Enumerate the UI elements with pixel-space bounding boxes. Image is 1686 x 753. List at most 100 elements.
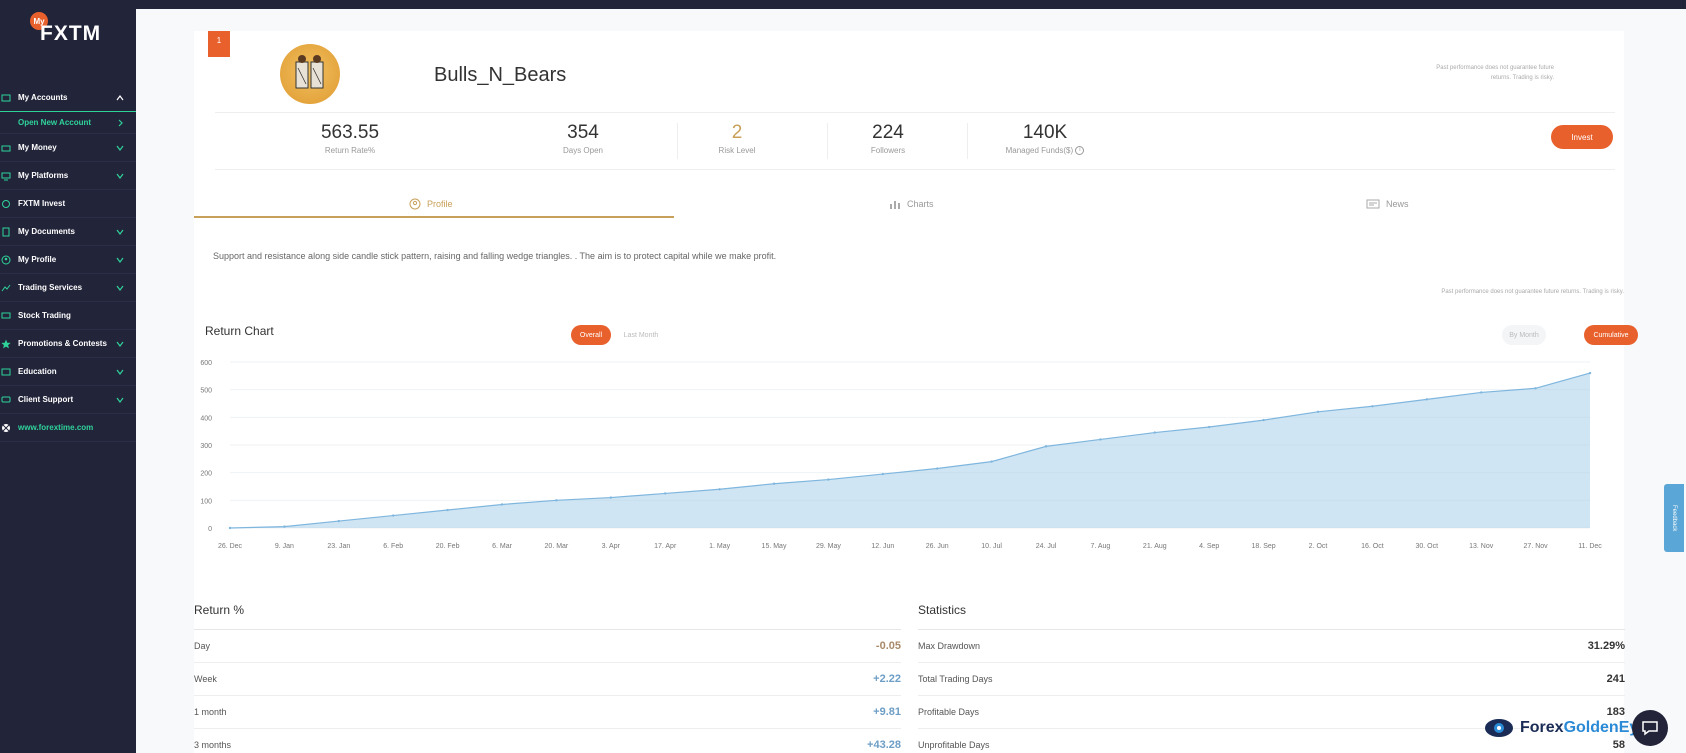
y-tick-label: 200: [200, 471, 212, 478]
data-point: [1371, 405, 1374, 408]
row-label: Week: [194, 674, 217, 684]
sidebar-item-client-support[interactable]: Client Support: [0, 386, 136, 414]
accounts-icon: [1, 94, 11, 102]
sidebar-item-label: My Accounts: [18, 93, 68, 102]
sidebar-item-my-platforms[interactable]: My Platforms: [0, 162, 136, 190]
news-icon: [1366, 199, 1380, 209]
data-point: [1425, 398, 1429, 401]
main-area: [136, 9, 1686, 753]
x-tick-label: 6. Mar: [492, 543, 513, 550]
data-point: [1480, 391, 1483, 394]
logo-my-badge: My: [30, 12, 48, 30]
sidebar-item-fxtm-invest[interactable]: FXTM Invest: [0, 190, 136, 218]
info-icon[interactable]: i: [1075, 146, 1085, 156]
tab-underline: [194, 216, 674, 218]
eye-logo-icon: [1485, 719, 1513, 737]
toggle-last-month[interactable]: Last Month: [623, 331, 659, 339]
row-value: 241: [1606, 673, 1625, 685]
sidebar-nav: My Accounts Open New Account My Money My…: [0, 84, 136, 442]
data-point: [283, 525, 286, 528]
sidebar-item-promotions[interactable]: Promotions & Contests: [0, 330, 136, 358]
table-row: Day -0.05: [194, 630, 901, 663]
data-point: [337, 519, 340, 523]
sidebar-item-website[interactable]: www.forextime.com: [0, 414, 136, 442]
sidebar: My FXTM My Accounts Open New Account My …: [0, 0, 136, 753]
trader-name: Bulls_N_Bears: [434, 64, 567, 86]
x-tick-label: 29. May: [816, 543, 841, 550]
stat-managed-funds: 140K Managed Funds($) i: [985, 122, 1105, 156]
globe-icon: [2, 424, 10, 432]
data-point: [718, 488, 721, 491]
data-point: [1588, 371, 1592, 375]
row-label: 3 months: [194, 740, 232, 750]
table-row: Week +2.22: [194, 663, 901, 696]
tab-label: News: [1386, 199, 1409, 209]
stat-label: Days Open: [562, 146, 604, 155]
feedback-tab[interactable]: Feedback: [1664, 484, 1684, 552]
strategy-description: Support and resistance along side candle…: [213, 251, 777, 261]
sidebar-item-label: www.forextime.com: [18, 423, 94, 432]
chevron-down-icon: [116, 397, 124, 403]
x-tick-label: 20. Feb: [436, 543, 460, 550]
table-divider: [918, 629, 1625, 630]
x-tick-label: 10. Jul: [981, 543, 1002, 550]
documents-icon: [2, 227, 10, 237]
sidebar-subitem-open-new-account[interactable]: Open New Account: [0, 112, 136, 134]
stat-followers: 224 Followers: [833, 122, 943, 155]
x-tick-label: 11. Dec: [1578, 543, 1602, 550]
sidebar-item-stock-trading[interactable]: Stock Trading: [0, 302, 136, 330]
data-point: [990, 460, 993, 463]
tab-profile[interactable]: Profile: [409, 190, 453, 218]
star-icon: [1, 339, 11, 349]
x-tick-label: 26. Dec: [218, 543, 243, 550]
sidebar-item-trading-services[interactable]: Trading Services: [0, 274, 136, 302]
sidebar-item-label: Education: [18, 367, 57, 376]
sidebar-item-label: My Documents: [18, 227, 75, 236]
tab-news[interactable]: News: [1366, 190, 1409, 218]
x-tick-label: 20. Mar: [545, 543, 569, 550]
brand-watermark: ForexGoldenEye: [1484, 717, 1647, 739]
tab-charts[interactable]: Charts: [889, 190, 934, 218]
stat-value: 140K: [1022, 122, 1068, 143]
row-value: 58: [1612, 739, 1625, 751]
data-point: [1316, 410, 1320, 413]
sidebar-subitem-label: Open New Account: [18, 118, 92, 127]
table-row: Max Drawdown 31.29%: [918, 630, 1625, 663]
row-label: Profitable Days: [918, 707, 980, 717]
data-point: [664, 492, 667, 495]
chat-button[interactable]: [1632, 710, 1668, 746]
top-bar: [136, 0, 1686, 9]
brand-part2: GoldenEye: [1563, 719, 1648, 736]
x-tick-label: 6. Feb: [383, 543, 403, 550]
toggle-by-month[interactable]: By Month: [1502, 325, 1546, 345]
profile-icon: [409, 198, 421, 210]
sidebar-item-education[interactable]: Education: [0, 358, 136, 386]
data-point: [1534, 387, 1537, 390]
sidebar-item-my-money[interactable]: My Money: [0, 134, 136, 162]
sidebar-item-label: FXTM Invest: [18, 199, 66, 208]
invest-button[interactable]: Invest: [1551, 125, 1613, 149]
x-tick-label: 7. Aug: [1090, 543, 1110, 550]
return-title: Return %: [194, 603, 245, 617]
y-tick-label: 600: [200, 360, 212, 367]
chevron-down-icon: [116, 145, 124, 151]
data-point: [1153, 431, 1156, 434]
sidebar-item-my-documents[interactable]: My Documents: [0, 218, 136, 246]
data-point: [772, 482, 776, 485]
toggle-cumulative[interactable]: Cumulative: [1584, 325, 1638, 345]
invest-icon: [2, 200, 10, 208]
stat-value: 224: [872, 122, 904, 143]
toggle-overall[interactable]: Overall: [571, 325, 611, 345]
x-tick-label: 18. Sep: [1252, 543, 1276, 550]
row-value: -0.05: [875, 640, 901, 652]
sidebar-item-my-profile[interactable]: My Profile: [0, 246, 136, 274]
table-row: 1 month +9.81: [194, 696, 901, 729]
sidebar-item-my-accounts[interactable]: My Accounts: [0, 84, 136, 112]
strategy-card: [194, 31, 1624, 753]
money-icon: [1, 145, 11, 152]
chart-title: Return Chart: [205, 324, 274, 338]
return-line: [229, 372, 1591, 529]
fxtm-logo[interactable]: My FXTM: [30, 12, 110, 62]
stat-label: Managed Funds($) i: [985, 146, 1105, 156]
x-tick-label: 1. May: [709, 543, 731, 550]
